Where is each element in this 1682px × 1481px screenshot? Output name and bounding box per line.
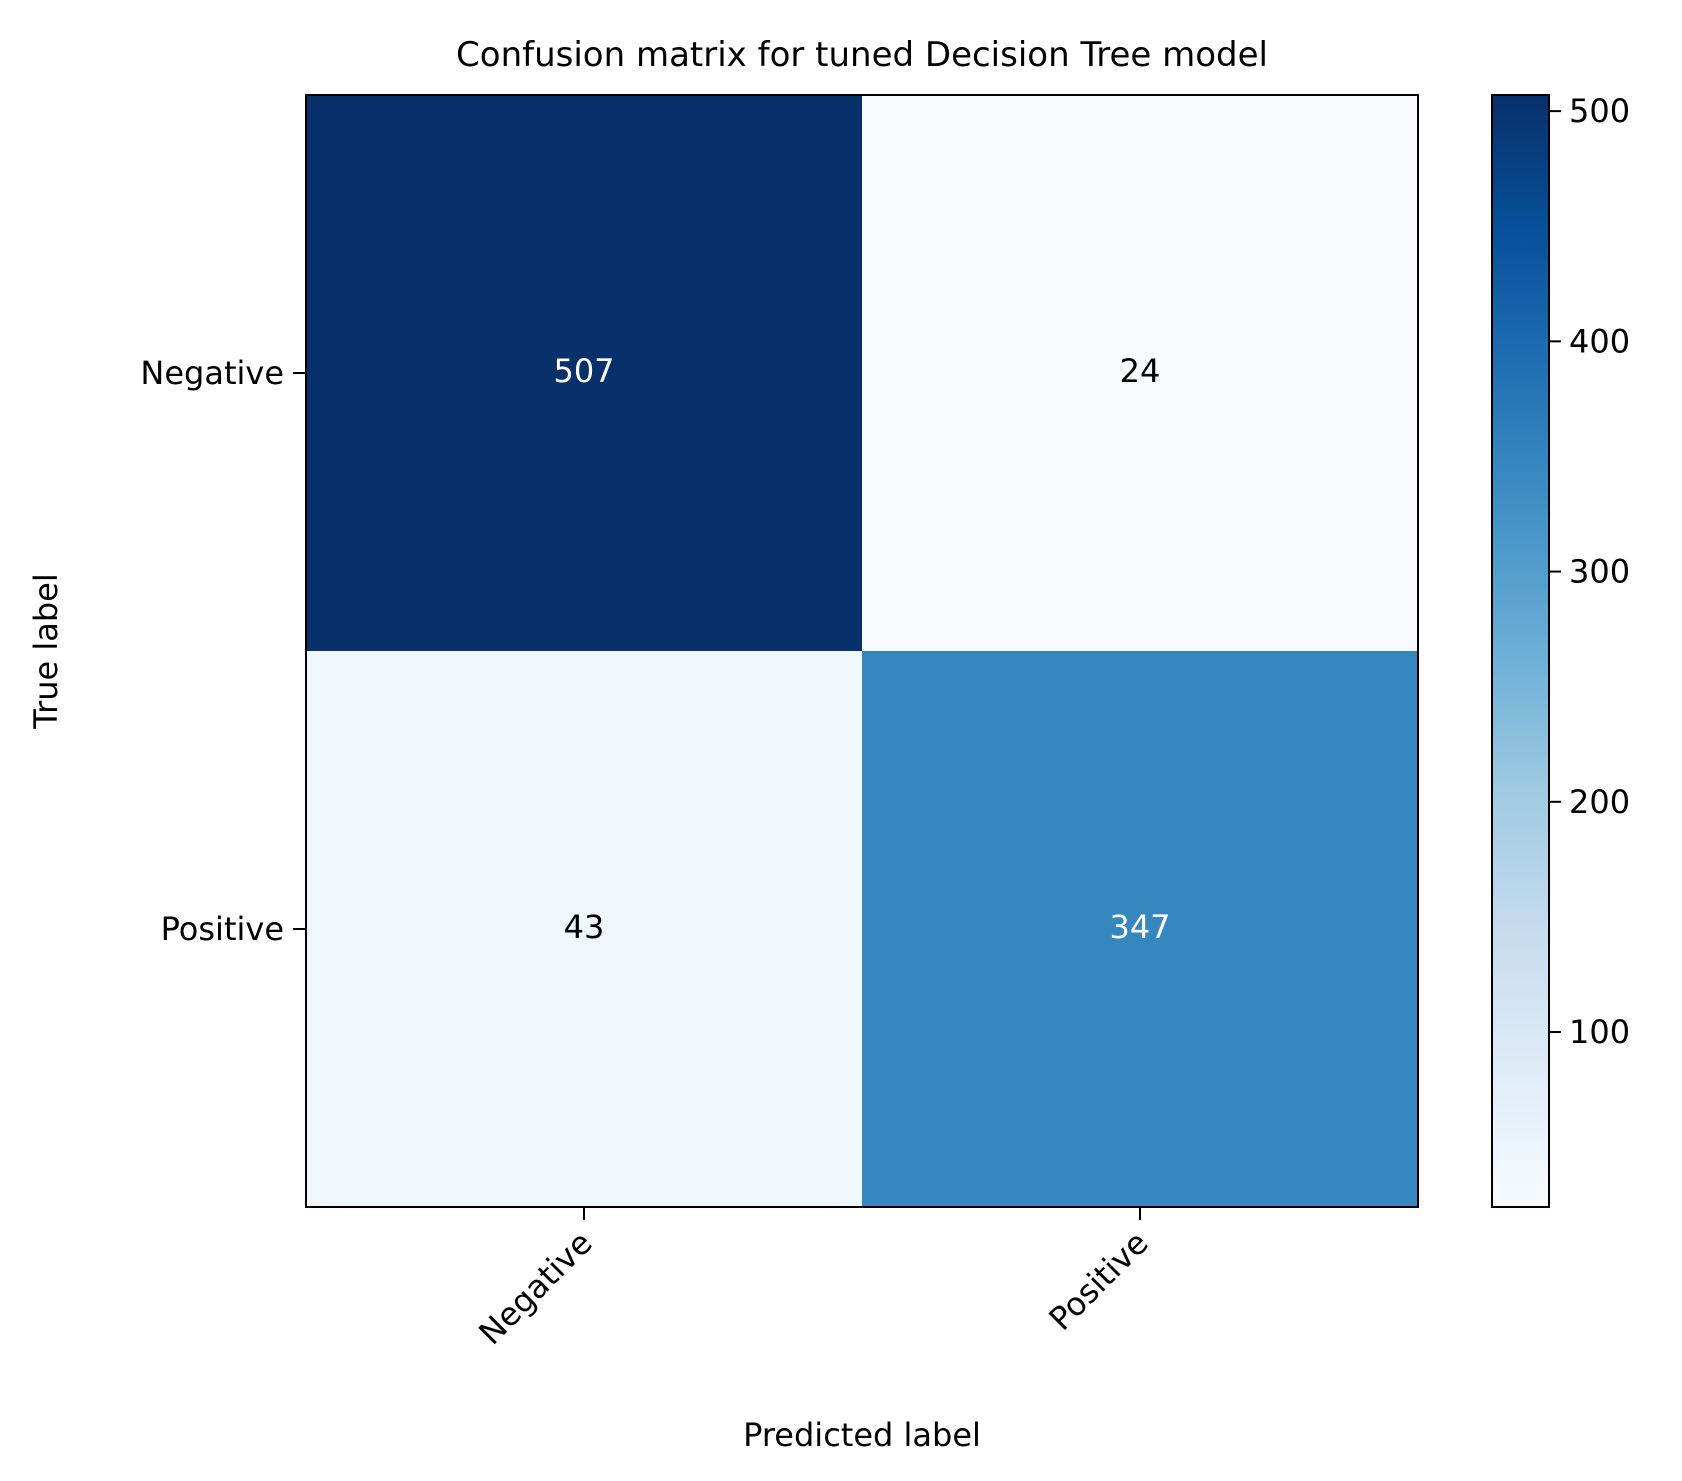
colorbar <box>1491 94 1550 1208</box>
colorbar-ticks: 100 200 300 400 500 <box>1549 92 1630 1051</box>
y-axis-ticks: Negative Positive <box>140 354 306 948</box>
colorbar-tick-label: 300 <box>1569 553 1630 591</box>
heatmap-cell <box>862 95 1419 652</box>
colorbar-tick-label: 200 <box>1569 783 1630 821</box>
heatmap-cells <box>306 95 1419 1208</box>
y-tick-label: Negative <box>140 354 284 392</box>
cell-value-label: 24 <box>1120 352 1161 390</box>
heatmap-cell <box>862 651 1419 1208</box>
x-axis-label: Predicted label <box>743 1416 981 1454</box>
cell-value-label: 43 <box>564 908 605 946</box>
y-axis-label: True label <box>27 573 65 730</box>
colorbar-tick-label: 500 <box>1569 92 1630 130</box>
plot-frame <box>305 94 1419 1208</box>
heatmap-cell <box>306 651 863 1208</box>
cell-value-label: 347 <box>1109 908 1170 946</box>
cell-annotations: 507 24 43 347 <box>553 352 1170 946</box>
chart-title: Confusion matrix for tuned Decision Tree… <box>456 35 1268 75</box>
colorbar-tick-label: 100 <box>1569 1013 1630 1051</box>
heatmap-cell <box>306 95 863 652</box>
cell-value-label: 507 <box>553 352 614 390</box>
y-tick-label: Positive <box>161 910 284 948</box>
colorbar-tick-label: 400 <box>1569 322 1630 360</box>
